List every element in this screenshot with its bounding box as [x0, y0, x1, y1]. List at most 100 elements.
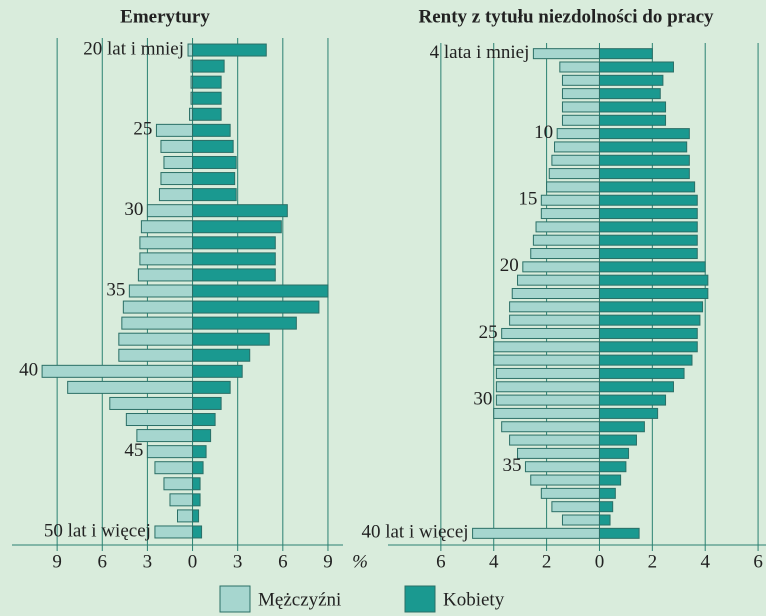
bar: [192, 204, 288, 218]
bar: [598, 61, 674, 73]
x-tick-label: 6: [278, 551, 288, 572]
bar: [169, 493, 194, 507]
bar: [139, 236, 194, 250]
bar: [598, 514, 611, 526]
category-label: 10: [534, 122, 553, 143]
bar: [561, 88, 600, 100]
x-tick-label: 2: [648, 551, 658, 572]
bar: [192, 332, 270, 346]
bar: [509, 314, 600, 326]
bar: [158, 188, 194, 202]
bar: [192, 493, 201, 507]
x-tick-label: 0: [188, 551, 198, 572]
legend-swatch: [219, 585, 251, 613]
x-tick-label: 3: [143, 551, 153, 572]
bar: [472, 527, 600, 539]
category-label: 25: [479, 322, 498, 343]
bar: [192, 107, 222, 121]
category-label: 4 lata i mniej: [430, 42, 530, 63]
bar: [139, 252, 194, 266]
bar: [548, 168, 600, 180]
bar: [192, 139, 234, 153]
bar: [598, 274, 709, 286]
legend-label: Kobiety: [443, 589, 505, 610]
bar: [509, 434, 600, 446]
x-tick-label: 3: [233, 551, 243, 572]
bar: [598, 88, 661, 100]
bar: [118, 348, 194, 362]
x-tick-label: 6: [98, 551, 108, 572]
bar: [136, 429, 194, 443]
bar: [192, 300, 320, 314]
bar: [154, 525, 194, 539]
bar: [192, 316, 297, 330]
legend-label: Mężczyźni: [258, 589, 341, 610]
bar: [598, 74, 664, 86]
bar: [192, 413, 216, 427]
bar: [598, 194, 698, 206]
bar: [598, 434, 637, 446]
bar: [154, 461, 194, 475]
bar: [598, 141, 688, 153]
bar: [109, 396, 194, 410]
bar: [598, 261, 706, 273]
bar: [551, 501, 600, 513]
bar: [509, 301, 600, 313]
bar: [122, 300, 194, 314]
bar: [556, 128, 600, 140]
bar: [501, 421, 600, 433]
bar: [598, 168, 690, 180]
bar: [598, 474, 622, 486]
bar: [493, 407, 600, 419]
bar: [540, 487, 600, 499]
chart-title: Renty z tytułu niezdolności do pracy: [418, 6, 714, 27]
bar: [598, 354, 693, 366]
bar: [163, 155, 194, 169]
bar: [121, 316, 194, 330]
bar: [192, 252, 276, 266]
bar: [598, 288, 709, 299]
bar: [598, 101, 667, 113]
bar: [561, 101, 600, 113]
bar: [540, 208, 600, 220]
bar: [598, 154, 690, 166]
bar: [540, 194, 600, 206]
bar: [192, 268, 276, 282]
bar: [192, 477, 201, 491]
bar: [192, 509, 200, 523]
bar: [125, 413, 194, 427]
bar: [163, 477, 194, 491]
bar: [546, 181, 600, 193]
bar: [192, 188, 237, 202]
bar: [551, 154, 600, 166]
legend-swatch: [404, 585, 436, 613]
bar: [160, 139, 194, 153]
bar: [598, 447, 630, 459]
category-label: 50 lat i więcej: [44, 520, 151, 541]
bar: [192, 43, 267, 57]
bar: [192, 75, 222, 89]
category-label: 30: [124, 199, 143, 220]
bar: [177, 509, 194, 523]
bar: [160, 172, 194, 186]
category-label: 20 lat i mniej: [83, 38, 184, 59]
bar: [598, 327, 698, 339]
category-label: 40 lat i więcej: [361, 522, 468, 543]
bar: [192, 396, 222, 410]
x-tick-label: 6: [753, 551, 763, 572]
bar: [192, 348, 251, 362]
bar: [192, 445, 207, 459]
bar: [598, 487, 616, 499]
category-label: 20: [500, 255, 519, 276]
bar: [155, 123, 194, 137]
bar: [598, 181, 696, 193]
bar: [192, 284, 329, 298]
bar: [192, 155, 237, 169]
bar: [192, 220, 282, 234]
x-tick-label: 9: [52, 551, 62, 572]
bar: [128, 284, 194, 298]
bar: [495, 394, 600, 406]
bar: [517, 274, 600, 286]
bar: [598, 221, 698, 233]
bar: [598, 381, 674, 393]
